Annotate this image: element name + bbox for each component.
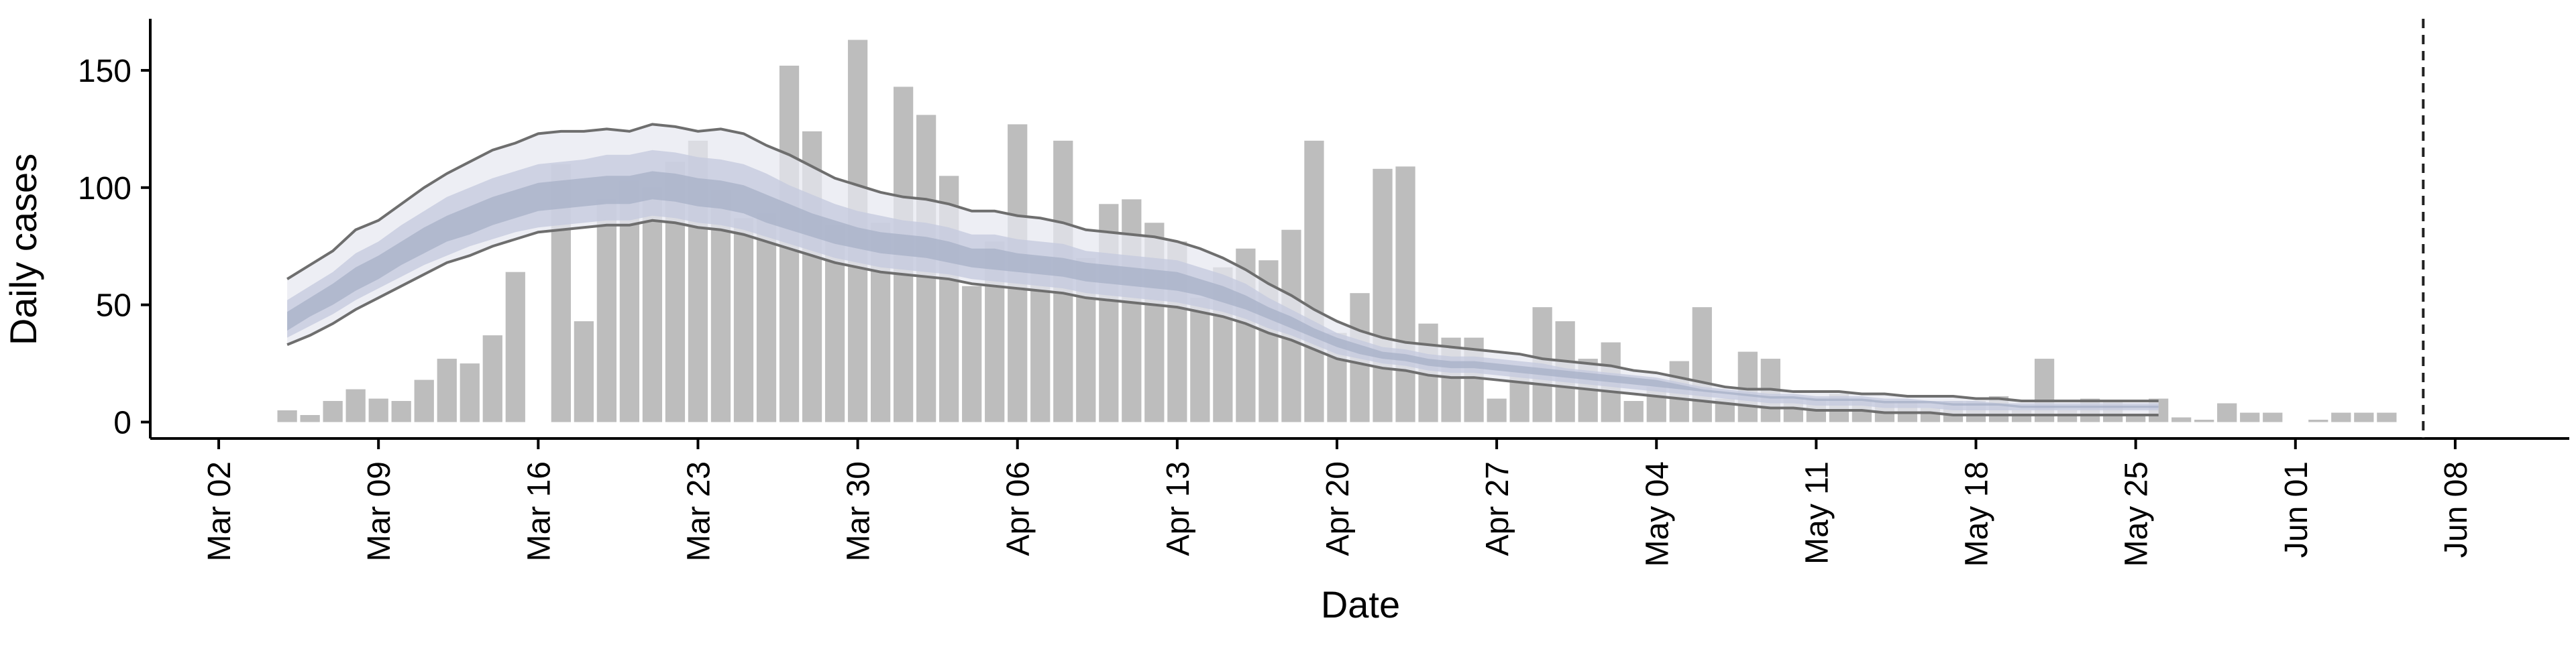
case-bar: [2308, 420, 2328, 422]
case-bar: [2331, 412, 2351, 422]
case-bar: [414, 379, 434, 422]
case-bar: [482, 335, 502, 422]
case-bar: [2377, 412, 2397, 422]
case-bar: [1487, 398, 1507, 422]
x-tick-label: Jun 01: [2279, 461, 2314, 558]
case-bar: [505, 272, 525, 422]
axes: 0 50 100 150 Mar 02 Mar 09 Mar 16 Mar 23 Mar 30 A…: [78, 19, 2569, 567]
case-bar: [596, 199, 617, 422]
x-tick-label: May 11: [1799, 461, 1835, 565]
case-bar: [1737, 351, 1758, 422]
x-tick-label: May 04: [1640, 461, 1675, 567]
x-tick-label: May 18: [1960, 461, 1995, 567]
x-tick-label: Mar 02: [202, 461, 237, 561]
outer-band-upper-line: [286, 123, 2159, 403]
case-bar: [2194, 420, 2214, 422]
x-tick-label: Mar 23: [681, 461, 716, 561]
y-tick-label: 50: [96, 288, 131, 324]
case-bar: [345, 389, 366, 422]
case-bar: [756, 213, 777, 422]
y-tick-label: 100: [78, 171, 131, 207]
x-tick-label: Apr 20: [1320, 461, 1356, 556]
case-bar: [2263, 412, 2283, 422]
case-bar: [2240, 412, 2260, 422]
x-tick-label: Apr 27: [1480, 461, 1515, 556]
x-tick-label: Apr 13: [1161, 461, 1196, 556]
y-axis-label: Daily cases: [2, 154, 44, 345]
x-tick-label: Mar 09: [362, 461, 397, 561]
case-bar: [323, 401, 343, 422]
case-bar: [574, 321, 594, 422]
case-bars: [277, 40, 2397, 422]
case-bar: [300, 415, 320, 422]
case-bar: [2171, 417, 2192, 422]
x-tick-label: Mar 16: [521, 461, 557, 561]
x-tick-label: May 25: [2119, 461, 2155, 567]
estimate-bands: [286, 123, 2159, 417]
case-bar: [962, 286, 982, 422]
case-bar: [2354, 412, 2374, 422]
y-tick-label: 0: [113, 406, 131, 441]
case-bar: [460, 363, 480, 422]
case-bar: [1190, 298, 1210, 422]
case-bar: [391, 401, 411, 422]
case-bar: [1304, 140, 1324, 422]
case-bar: [1623, 401, 1644, 422]
case-bar: [437, 359, 457, 422]
x-tick-label: Apr 06: [1001, 461, 1036, 556]
case-bar: [733, 218, 754, 422]
x-tick-label: Jun 08: [2438, 461, 2474, 558]
median-band: [287, 171, 2159, 408]
case-bar: [2126, 415, 2146, 422]
x-axis-label: Date: [1321, 583, 1400, 626]
outer-band-lower-line: [286, 219, 2159, 417]
case-bar: [642, 187, 663, 422]
case-bar: [1692, 307, 1712, 422]
case-bar: [277, 410, 297, 422]
case-bar: [1373, 168, 1393, 422]
case-bar: [1395, 166, 1415, 422]
y-tick-label: 150: [78, 54, 131, 89]
case-bar: [2217, 403, 2237, 422]
case-bar: [368, 398, 388, 422]
x-tick-label: Mar 30: [841, 461, 877, 561]
